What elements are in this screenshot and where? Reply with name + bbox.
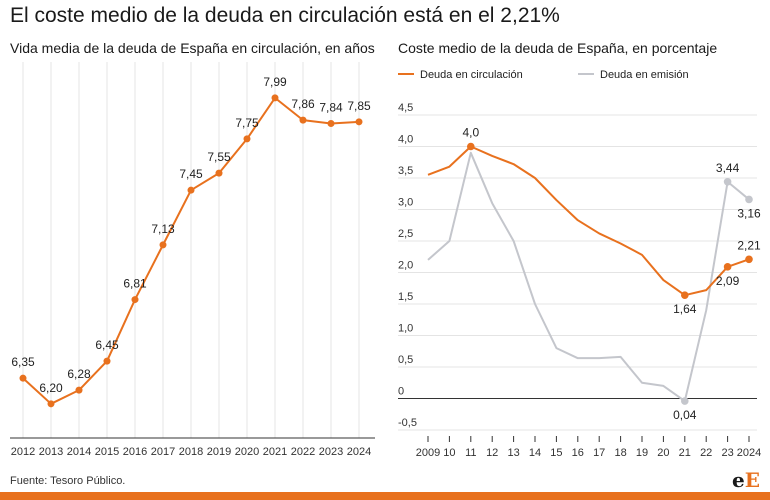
legend-label: Deuda en circulación xyxy=(420,69,523,81)
y-tick-label: 4,0 xyxy=(398,134,413,146)
y-tick-label: 2,0 xyxy=(398,260,413,272)
x-tick-label: 17 xyxy=(593,447,605,459)
data-point xyxy=(299,116,307,124)
x-tick-label: 21 xyxy=(679,447,691,459)
annotation-label: 3,16 xyxy=(737,206,761,220)
y-tick-label: 0,5 xyxy=(398,354,413,366)
data-label: 7,45 xyxy=(179,167,203,181)
x-tick-label: 22 xyxy=(700,447,712,459)
data-label: 7,86 xyxy=(291,97,315,111)
data-point xyxy=(243,135,251,143)
x-tick-label: 14 xyxy=(529,447,541,459)
data-point xyxy=(327,120,335,128)
annotation-label: 2,09 xyxy=(716,274,740,288)
annotation-label: 2,21 xyxy=(737,238,761,252)
left-chart-subtitle: Vida media de la deuda de España en circ… xyxy=(10,40,375,56)
x-tick-label: 16 xyxy=(572,447,584,459)
x-tick-label: 2023 xyxy=(319,446,343,458)
left-line-chart: 2012 2013 2014 2015 2016 2017 2018 2019 2020 2021… xyxy=(10,62,375,458)
data-point xyxy=(131,296,139,304)
deuda-emision-line xyxy=(427,151,750,403)
data-point xyxy=(159,241,167,249)
y-tick-label: 3,0 xyxy=(398,197,413,209)
annotated-point xyxy=(681,397,689,405)
annotated-point xyxy=(681,291,689,299)
data-label: 7,99 xyxy=(263,75,287,89)
x-tick-label: 2009 xyxy=(416,447,440,459)
annotated-point xyxy=(723,177,732,186)
x-tick-label: 10 xyxy=(443,447,455,459)
x-tick-label: 15 xyxy=(550,447,562,459)
annotation-label: 0,04 xyxy=(673,408,697,422)
annotated-point xyxy=(745,195,753,204)
x-tick-label: 20 xyxy=(657,447,669,459)
chart-title: El coste medio de la deuda en circulació… xyxy=(10,4,560,27)
source-footnote: Fuente: Tesoro Público. xyxy=(10,475,126,487)
data-point xyxy=(355,118,363,126)
data-label: 6,35 xyxy=(11,355,35,369)
right-line-chart: 4,5 4,0 3,5 3,0 2,5 2,0 1,5 1,0 0,5 0 -0,5 2009 10 11… xyxy=(398,69,761,459)
data-label: 7,13 xyxy=(151,222,175,236)
data-label: 6,28 xyxy=(67,367,91,381)
data-label: 7,55 xyxy=(207,150,231,164)
data-label: 6,81 xyxy=(123,277,147,291)
annotation-label: 1,64 xyxy=(673,302,697,316)
x-tick-label: 2018 xyxy=(179,446,203,458)
legend-label: Deuda en emisión xyxy=(600,69,689,81)
x-tick-label: 2021 xyxy=(263,446,287,458)
x-tick-label: 11 xyxy=(465,447,476,459)
y-tick-label: -0,5 xyxy=(398,417,417,429)
publisher-logo: eE xyxy=(732,468,760,492)
x-tick-label: 2015 xyxy=(95,446,119,458)
x-tick-label: 2017 xyxy=(151,446,175,458)
data-label: 6,20 xyxy=(39,381,63,395)
data-point xyxy=(103,357,111,365)
y-tick-label: 1,0 xyxy=(398,323,413,335)
data-point xyxy=(19,374,27,382)
bottom-accent-bar xyxy=(0,492,770,500)
data-point xyxy=(271,94,279,102)
data-point xyxy=(187,186,195,194)
data-point xyxy=(215,169,223,177)
data-point xyxy=(47,400,55,408)
x-tick-label: 2024 xyxy=(347,446,371,458)
deuda-circulacion-line xyxy=(427,145,750,297)
annotation-label: 4,0 xyxy=(462,126,479,140)
y-tick-label: 4,5 xyxy=(398,102,413,114)
annotated-point xyxy=(723,263,732,271)
data-label: 7,84 xyxy=(319,101,343,115)
y-tick-label: 1,5 xyxy=(398,291,413,303)
x-tick-label: 12 xyxy=(486,447,498,459)
x-tick-label: 23 xyxy=(721,447,733,459)
x-tick-label: 2014 xyxy=(67,446,91,458)
x-tick-label: 2022 xyxy=(291,446,315,458)
x-tick-label: 2024 xyxy=(737,447,761,459)
x-tick-label: 2020 xyxy=(235,446,259,458)
x-tick-label: 2016 xyxy=(123,446,147,458)
x-tick-label: 13 xyxy=(507,447,519,459)
annotation-label: 3,44 xyxy=(716,161,740,175)
x-tick-label: 2013 xyxy=(39,446,63,458)
right-chart-subtitle: Coste medio de la deuda de España, en po… xyxy=(398,40,718,56)
y-tick-label: 0 xyxy=(398,386,404,398)
x-tick-label: 19 xyxy=(636,447,648,459)
data-point xyxy=(75,386,83,394)
annotated-point xyxy=(745,255,753,264)
data-label: 6,45 xyxy=(95,338,119,352)
data-label: 7,85 xyxy=(347,99,371,113)
x-tick-label: 2012 xyxy=(11,446,35,458)
y-tick-label: 2,5 xyxy=(398,228,413,240)
x-tick-label: 2019 xyxy=(207,446,231,458)
y-tick-label: 3,5 xyxy=(398,165,413,177)
annotated-point xyxy=(467,142,475,151)
data-label: 7,75 xyxy=(235,116,259,130)
x-tick-label: 18 xyxy=(614,447,626,459)
